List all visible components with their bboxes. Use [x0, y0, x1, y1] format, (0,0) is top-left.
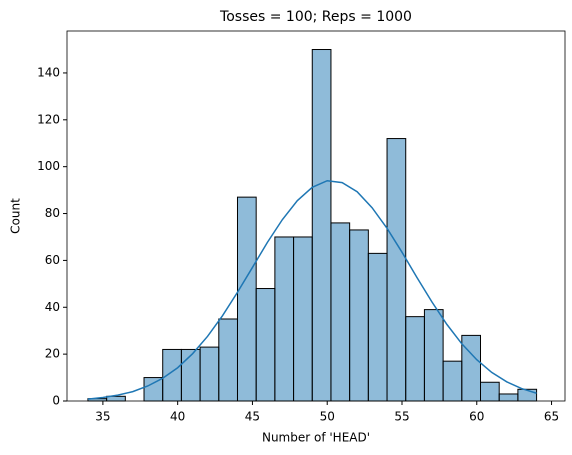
x-tick-label: 55 [394, 410, 409, 424]
x-tick-label: 65 [544, 410, 559, 424]
plot-frame [66, 30, 566, 402]
y-axis-label: Count [9, 198, 23, 234]
y-tick-label: 100 [37, 159, 60, 173]
x-tick-label: 35 [95, 410, 110, 424]
x-tick-label: 50 [320, 410, 335, 424]
bar [218, 318, 238, 402]
bar [236, 196, 257, 402]
bar [199, 346, 220, 402]
y-tick-label: 40 [45, 300, 60, 314]
kde-line [87, 179, 537, 400]
bar [405, 316, 425, 402]
bar [162, 348, 182, 402]
x-tick-label: 60 [469, 410, 484, 424]
bar [480, 381, 500, 402]
bar [330, 222, 351, 402]
y-tick-label: 140 [37, 65, 60, 79]
x-axis-label: Number of 'HEAD' [262, 431, 370, 445]
bar [349, 229, 369, 402]
y-tick-label: 120 [37, 112, 60, 126]
bar [293, 236, 313, 402]
x-tick-label: 45 [245, 410, 260, 424]
chart-title: Tosses = 100; Reps = 1000 [219, 9, 412, 25]
bar [255, 288, 276, 402]
x-tick-label: 40 [170, 410, 185, 424]
bar [143, 377, 164, 402]
bar [498, 393, 519, 402]
bar [461, 334, 482, 402]
bar [180, 348, 201, 402]
bar [274, 236, 295, 402]
bar [367, 252, 388, 402]
y-tick-label: 80 [45, 206, 60, 220]
y-tick-label: 20 [45, 347, 60, 361]
y-tick-label: 60 [45, 253, 60, 267]
bar [311, 49, 332, 402]
bar [386, 138, 407, 402]
bar [442, 360, 463, 402]
bar [423, 309, 444, 402]
y-tick-label: 0 [52, 394, 60, 408]
